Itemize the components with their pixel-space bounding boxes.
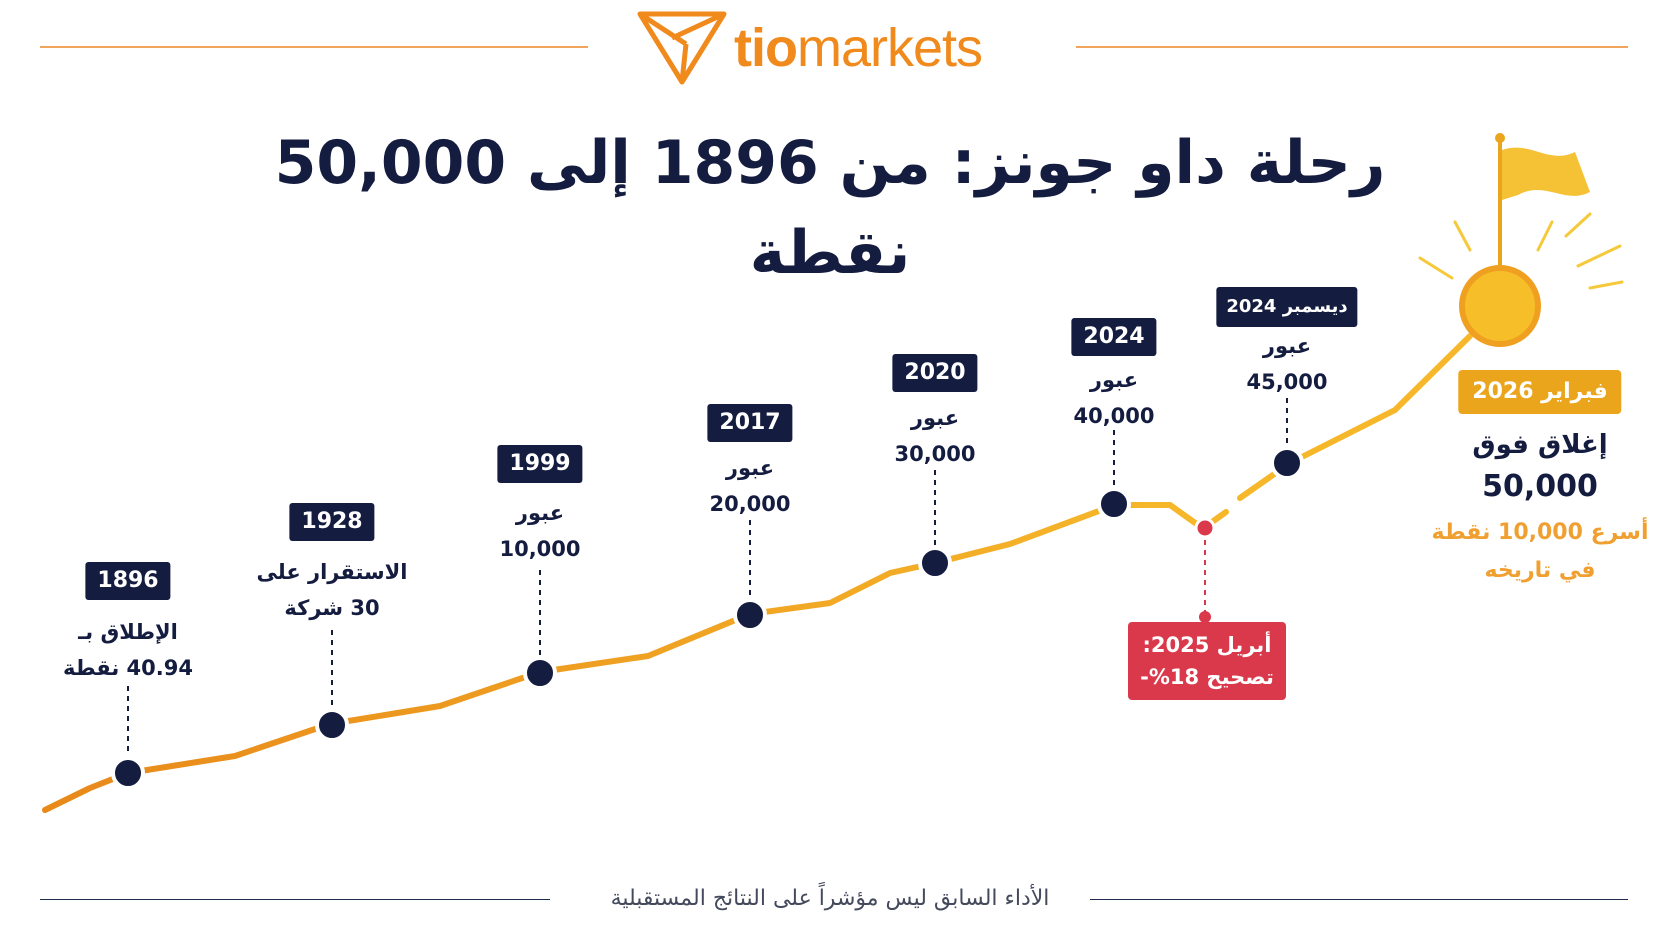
correction-point xyxy=(1194,517,1216,539)
milestone-label-line1: عبور xyxy=(725,456,775,480)
milestone-point-3 xyxy=(733,598,767,632)
milestone-label: عبور 40,000 xyxy=(1073,362,1154,434)
milestone-label-line2: 45,000 xyxy=(1246,370,1328,394)
milestone-point-4 xyxy=(918,546,952,580)
milestone-label-line1: الاستقرار على xyxy=(256,560,408,584)
milestone-label-line1: عبور xyxy=(1262,334,1312,358)
final-caption-line2: 50,000 xyxy=(1482,469,1598,504)
correction-box: أبريل 2025: تصحيح 18%- xyxy=(1128,622,1286,700)
milestone-label: عبور 30,000 xyxy=(894,400,975,472)
milestone-year-badge: 1928 xyxy=(289,503,375,541)
sun-ray-4 xyxy=(1576,244,1622,268)
milestone-label: عبور 10,000 xyxy=(499,495,580,567)
milestone-label-line2: 30,000 xyxy=(894,442,976,466)
final-caption-line4: في تاريخه xyxy=(1484,558,1596,583)
milestone-year-badge: 1896 xyxy=(85,562,171,600)
milestone-label-line1: عبور xyxy=(1089,368,1139,392)
top-rule-right xyxy=(1076,46,1628,48)
milestone-label-line2: 40,000 xyxy=(1073,404,1155,428)
milestone-year-badge: 2020 xyxy=(892,354,978,392)
sun-ray-1 xyxy=(1453,220,1472,252)
milestone-point-5 xyxy=(1097,487,1131,521)
top-rule-left xyxy=(40,46,588,48)
milestone-year-badge: 1999 xyxy=(497,445,583,483)
sun-ray-2 xyxy=(1536,220,1554,252)
correction-stem-dot xyxy=(1199,611,1211,623)
milestone-year-badge: 2024 xyxy=(1071,318,1157,356)
milestone-point-0 xyxy=(111,756,145,790)
page-title: رحلة داو جونز: من 1896 إلى 50,000 نقطة xyxy=(274,128,1386,288)
flag-pole-tip xyxy=(1495,133,1505,143)
milestone-label: الإطلاق بـ 40.94 نقطة xyxy=(63,614,193,686)
milestone-point-2 xyxy=(523,656,557,690)
correction-value: تصحيح 18%- xyxy=(1140,665,1274,689)
tiomarkets-logo-icon xyxy=(637,11,727,85)
sun-ray-3 xyxy=(1564,212,1592,238)
correction-date: أبريل 2025: xyxy=(1142,633,1272,657)
flag-icon xyxy=(1502,147,1590,200)
milestone-label-line2: 10,000 xyxy=(499,537,581,561)
milestone-label: عبور 20,000 xyxy=(709,450,790,522)
milestone-label-line1: الإطلاق بـ xyxy=(78,620,178,644)
trend-line xyxy=(42,502,1208,813)
milestone-year-badge: 2017 xyxy=(707,404,793,442)
milestone-label-line2: 30 شركة xyxy=(284,596,380,620)
sun-ray-5 xyxy=(1588,280,1624,290)
milestone-year-badge: ديسمبر 2024 xyxy=(1216,287,1358,327)
final-caption-line1: إغلاق فوق xyxy=(1472,430,1608,460)
bottom-rule-left xyxy=(40,899,550,900)
final-caption: إغلاق فوق 50,000 أسرع 10,000 نقطة في تار… xyxy=(1432,424,1649,590)
milestone-label: عبور 45,000 xyxy=(1246,328,1327,400)
milestone-point-1 xyxy=(315,708,349,742)
trend-line-recovery xyxy=(1237,333,1473,501)
trend-line-dash xyxy=(1209,509,1229,525)
milestone-label-line1: عبور xyxy=(515,501,565,525)
brand-name-bold: tio xyxy=(734,18,798,78)
milestone-label: الاستقرار على 30 شركة xyxy=(257,554,408,626)
coin-icon xyxy=(1459,265,1541,347)
disclaimer-text: الأداء السابق ليس مؤشراً على النتائج الم… xyxy=(610,886,1050,911)
brand-name: tiomarkets xyxy=(734,14,983,82)
milestone-point-6 xyxy=(1270,446,1304,480)
milestone-label-line1: عبور xyxy=(910,406,960,430)
final-caption-line3: أسرع 10,000 نقطة xyxy=(1431,520,1649,545)
brand-name-regular: markets xyxy=(796,18,983,78)
sun-ray-0 xyxy=(1418,256,1454,280)
bottom-rule-right xyxy=(1090,899,1628,900)
final-date-badge: فبراير 2026 xyxy=(1458,370,1622,414)
milestone-label-line2: 40.94 نقطة xyxy=(63,656,193,680)
milestone-label-line2: 20,000 xyxy=(709,492,791,516)
